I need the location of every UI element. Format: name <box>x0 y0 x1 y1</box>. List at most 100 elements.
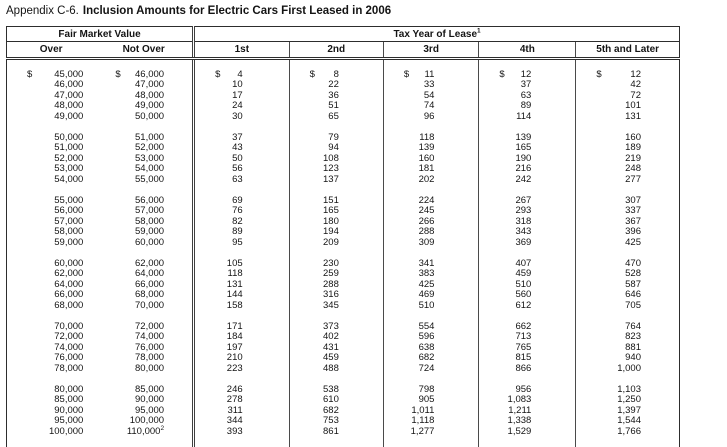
table-cell: 139 <box>382 142 479 153</box>
table-cell: 144 <box>192 289 290 300</box>
table-cell: 316 <box>288 289 384 300</box>
table-cell: 224 <box>382 195 479 206</box>
table-row: 55,000 56,000 69 151 224 267 307 <box>7 195 680 206</box>
table-cell: 47,000 <box>135 79 165 90</box>
table-cell: 46,000 <box>54 79 84 90</box>
dollar-sign: $ <box>309 68 315 80</box>
table-cell: 96 <box>382 111 479 122</box>
column-header-3rd: 3rd <box>382 41 479 60</box>
table-cell: 63 <box>192 174 290 185</box>
column-header-2nd: 2nd <box>288 41 384 60</box>
table-cell: 940 <box>575 352 680 363</box>
table-cell: 68,000 <box>135 289 165 300</box>
table-cell: 49,000 <box>54 110 84 122</box>
table-cell: 343 <box>478 226 576 237</box>
table-cell: 50 <box>192 153 290 164</box>
table-cell: 396 <box>575 226 680 237</box>
table-row: 60,000 62,000 105 230 341 407 470 <box>7 258 680 269</box>
table-cell: 95,000 <box>54 415 84 426</box>
table-cell: 1,118 <box>382 415 479 426</box>
table-cell: 538 <box>288 384 384 395</box>
table-cell: 189 <box>575 142 680 153</box>
table-cell: 861 <box>288 426 384 437</box>
table-cell: 288 <box>288 279 384 290</box>
table-cell: 1,277 <box>382 426 479 437</box>
table-cell: 56,000 <box>54 205 84 216</box>
table-cell: 51,000 <box>54 142 84 153</box>
table-cell: 1,529 <box>478 426 576 437</box>
table-cell: 95,000 <box>135 404 165 416</box>
table-cell: 230 <box>288 258 384 269</box>
table-cell: 114 <box>478 111 576 122</box>
table-cell: 59,000 <box>54 236 84 248</box>
table-row: 90,000 95,000 311 682 1,011 1,211 1,397 <box>7 405 680 416</box>
table-row: 57,000 58,000 82 180 266 318 367 <box>7 216 680 227</box>
table-row: $45,000 $46,000 $4 $8 $11 $12 $12 <box>7 69 680 80</box>
table-cell: 72,000 <box>135 320 165 332</box>
table-cell: 52,000 <box>54 152 84 164</box>
table-cell: 10 <box>192 79 290 90</box>
table-row: 47,000 48,000 17 36 54 63 72 <box>7 90 680 101</box>
table-cell: 1,011 <box>382 405 479 416</box>
table-cell: 105 <box>192 258 290 269</box>
table-cell: 425 <box>382 279 479 290</box>
spacer-row <box>7 310 680 321</box>
column-header-row: Over Not Over 1st 2nd 3rd 4th 5th and Later <box>6 41 680 60</box>
table-cell: 248 <box>575 163 680 174</box>
table-cell: 318 <box>478 216 576 227</box>
table-cell: 85,000 <box>54 394 84 405</box>
table-row: 78,000 80,000 223 488 724 866 1,000 <box>7 363 680 374</box>
table-cell: 245 <box>382 205 479 216</box>
footnote-marker-2: 2 <box>160 424 165 432</box>
table-row: 49,000 50,000 30 65 96 114 131 <box>7 111 680 122</box>
table-cell: 293 <box>478 205 576 216</box>
table-cell: 345 <box>288 300 384 311</box>
table-cell: 60,000 <box>54 257 84 269</box>
table-cell: 219 <box>575 153 680 164</box>
title-prefix: Appendix C-6. <box>6 5 79 17</box>
title-main: Inclusion Amounts for Electric Cars Firs… <box>82 5 392 17</box>
table-cell: 131 <box>192 279 290 290</box>
table-cell: 510 <box>382 300 479 311</box>
table-row: 95,000 100,000 344 753 1,118 1,338 1,544 <box>7 415 680 426</box>
table-cell: 85,000 <box>135 383 165 395</box>
spacer-row <box>7 121 680 132</box>
table-cell: 369 <box>478 237 576 248</box>
table-cell: 56,000 <box>135 194 165 206</box>
column-header-over: Over <box>6 41 96 60</box>
table-cell: 74,000 <box>135 331 165 342</box>
column-header-4th: 4th <box>478 41 576 60</box>
table-cell: 51 <box>288 100 384 111</box>
table-cell: 76,000 <box>135 341 165 353</box>
table-cell: 267 <box>478 195 576 206</box>
table-cell: 181 <box>382 163 479 174</box>
table-cell: 118 <box>382 132 479 143</box>
table-cell: 72,000 <box>54 331 84 342</box>
table-cell: 64,000 <box>54 278 84 290</box>
table-header: Fair Market Value Tax Year of Lease1 Ove… <box>6 26 680 60</box>
table-row: 58,000 59,000 89 194 288 343 396 <box>7 226 680 237</box>
table-cell: 171 <box>192 321 290 332</box>
table-cell: 277 <box>575 174 680 185</box>
table-cell: 278 <box>192 394 290 405</box>
table-cell: 58,000 <box>135 215 165 227</box>
table-cell: 1,338 <box>478 415 576 426</box>
table-cell: 344 <box>192 415 290 426</box>
table-cell: 50,000 <box>135 110 165 122</box>
table-cell: 36 <box>288 90 384 101</box>
table-row: 48,000 49,000 24 51 74 89 101 <box>7 100 680 111</box>
table-cell: 180 <box>288 216 384 227</box>
table-cell: 55,000 <box>54 194 84 206</box>
table-cell: 202 <box>382 174 479 185</box>
table-cell: 309 <box>382 237 479 248</box>
table-cell: 367 <box>575 216 680 227</box>
table-cell: 58,000 <box>54 226 84 237</box>
table-cell: $8 <box>288 68 384 80</box>
table-cell: 101 <box>575 100 680 111</box>
table-cell: 50,000 <box>54 131 84 143</box>
table-cell: 753 <box>288 415 384 426</box>
table-cell: 49,000 <box>135 100 165 111</box>
column-header-1st: 1st <box>192 41 290 60</box>
table-row: 72,000 74,000 184 402 596 713 823 <box>7 331 680 342</box>
table-cell: 43 <box>192 142 290 153</box>
